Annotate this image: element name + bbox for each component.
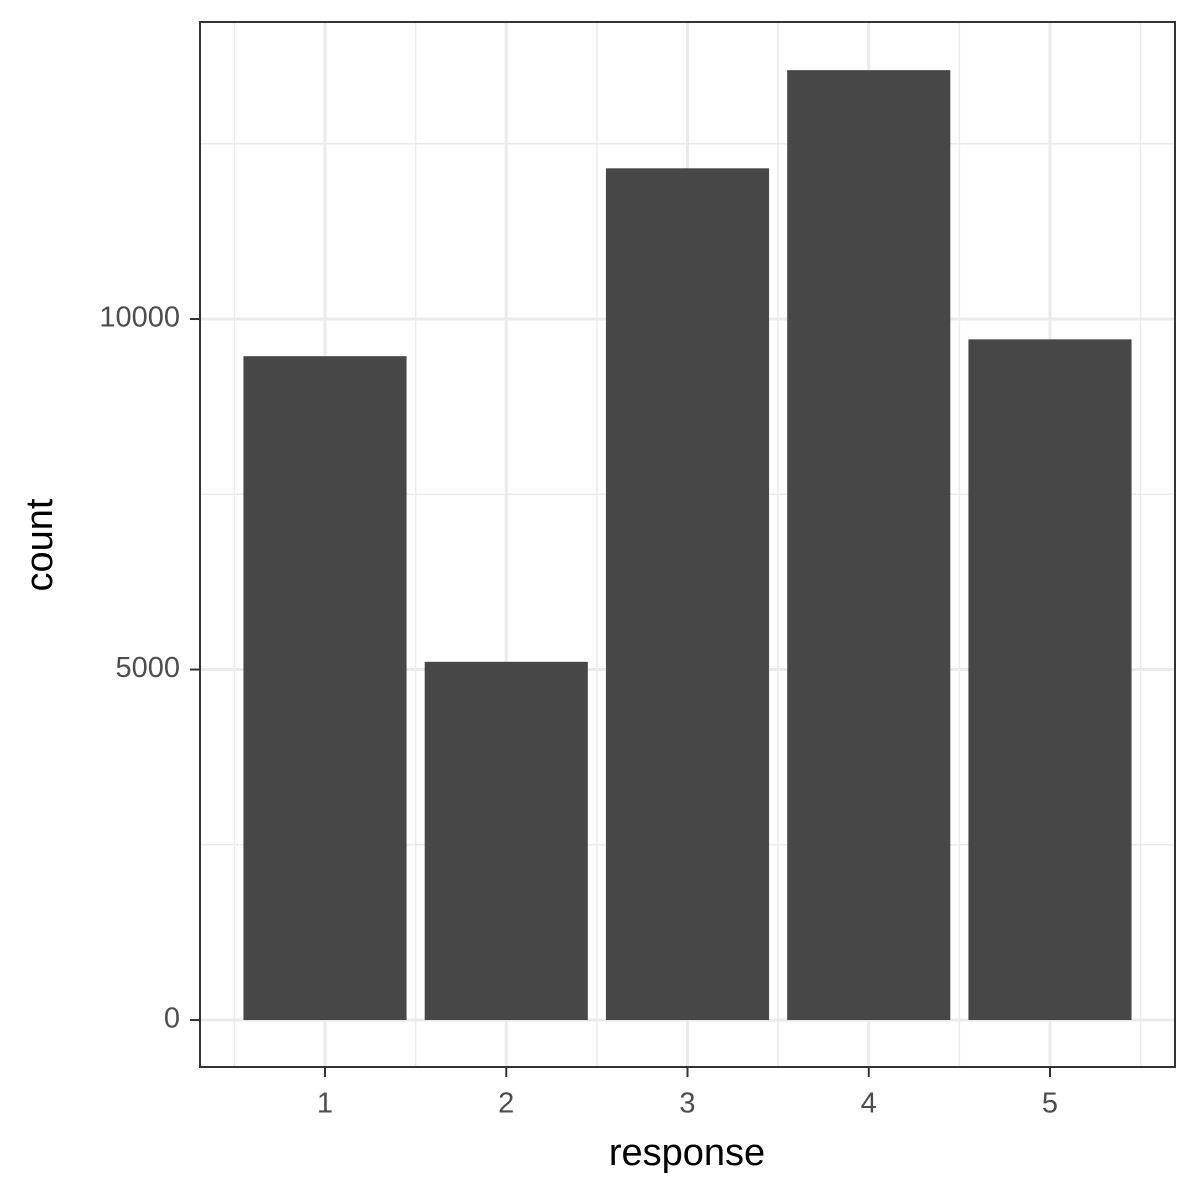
x-tick-label: 2 bbox=[498, 1088, 514, 1120]
bar bbox=[424, 661, 588, 1021]
x-tick-label: 1 bbox=[317, 1088, 333, 1120]
y-axis-title: count bbox=[19, 498, 61, 591]
bar bbox=[243, 356, 407, 1021]
bar bbox=[787, 70, 951, 1021]
x-tick-label: 4 bbox=[861, 1088, 877, 1120]
x-axis-title: response bbox=[609, 1132, 765, 1174]
panel-border bbox=[199, 21, 1176, 1068]
y-tick-label: 10000 bbox=[99, 302, 180, 334]
y-tick-label: 5000 bbox=[115, 652, 180, 684]
bar bbox=[605, 168, 770, 1021]
y-tick-label: 0 bbox=[164, 1003, 180, 1035]
x-tick-label: 5 bbox=[1042, 1088, 1058, 1120]
x-tick-label: 3 bbox=[679, 1088, 695, 1120]
bar bbox=[968, 339, 1132, 1021]
